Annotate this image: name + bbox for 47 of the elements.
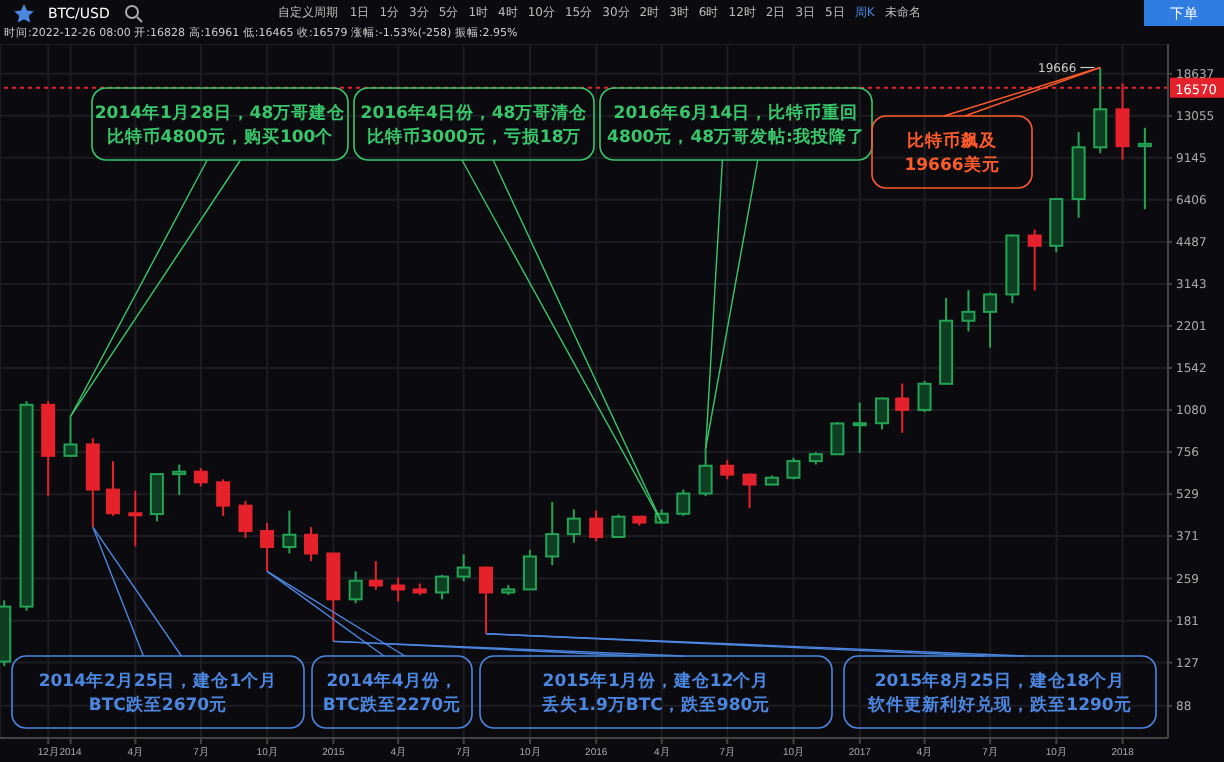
candlestick — [304, 526, 318, 563]
candlestick — [63, 415, 78, 458]
candlestick — [391, 576, 406, 603]
annotation: 2014年1月28日，48万哥建仓比特币4800元，购买100个 — [94, 102, 348, 148]
annotation: 2015年8月25日，建仓18个月软件更新利好兑现，跌至1290元 — [866, 670, 1132, 716]
candlestick — [478, 565, 493, 635]
candlestick — [589, 509, 604, 543]
candlestick — [260, 521, 275, 573]
candlestick — [545, 501, 560, 567]
candlestick — [830, 421, 845, 456]
candlestick — [1027, 228, 1042, 292]
candlestick — [368, 560, 383, 591]
candlestick — [105, 460, 120, 517]
candlestick — [85, 437, 100, 529]
candlestick — [895, 382, 910, 434]
candlestick — [216, 478, 231, 517]
candlestick — [1049, 197, 1064, 254]
candlestick — [961, 289, 976, 333]
candlestick — [983, 291, 998, 349]
candlestick — [566, 508, 581, 544]
candlestick — [742, 472, 757, 510]
candlestick — [676, 488, 691, 517]
candlestick — [611, 513, 626, 539]
annotation: 2014年2月25日，建仓1个月BTC跌至2670元 — [38, 670, 278, 716]
candlestick — [282, 509, 297, 555]
candlestick — [348, 570, 363, 605]
candlestick — [326, 552, 341, 643]
candlestick — [1093, 66, 1108, 155]
candlestick — [435, 573, 450, 601]
candlestick — [193, 467, 208, 488]
candlestick — [698, 447, 713, 498]
candlestick — [875, 396, 890, 431]
candlestick — [852, 401, 867, 454]
candlestick — [917, 380, 932, 414]
annotation: 2014年4月份，BTC跌至2270元 — [322, 670, 462, 716]
candlestick — [238, 499, 253, 539]
annotation: 2015年1月份，建仓12个月丢失1.9万BTC，跌至980元 — [539, 670, 771, 716]
candlestick — [456, 553, 471, 583]
candlestick — [149, 472, 164, 523]
annotation: 2016年6月14日，比特币重回4800元，48万哥发帖:我投降了 — [607, 102, 865, 148]
candlestick — [172, 463, 187, 497]
candlestick — [1137, 126, 1152, 211]
annotation: 2016年4日份，48万哥清仓比特币3000元，亏损18万 — [360, 102, 590, 148]
candlestick — [128, 489, 143, 548]
candlestick — [720, 459, 735, 481]
annotation: 比特币飙及19666美元 — [904, 130, 1000, 176]
candlestick — [522, 548, 537, 591]
